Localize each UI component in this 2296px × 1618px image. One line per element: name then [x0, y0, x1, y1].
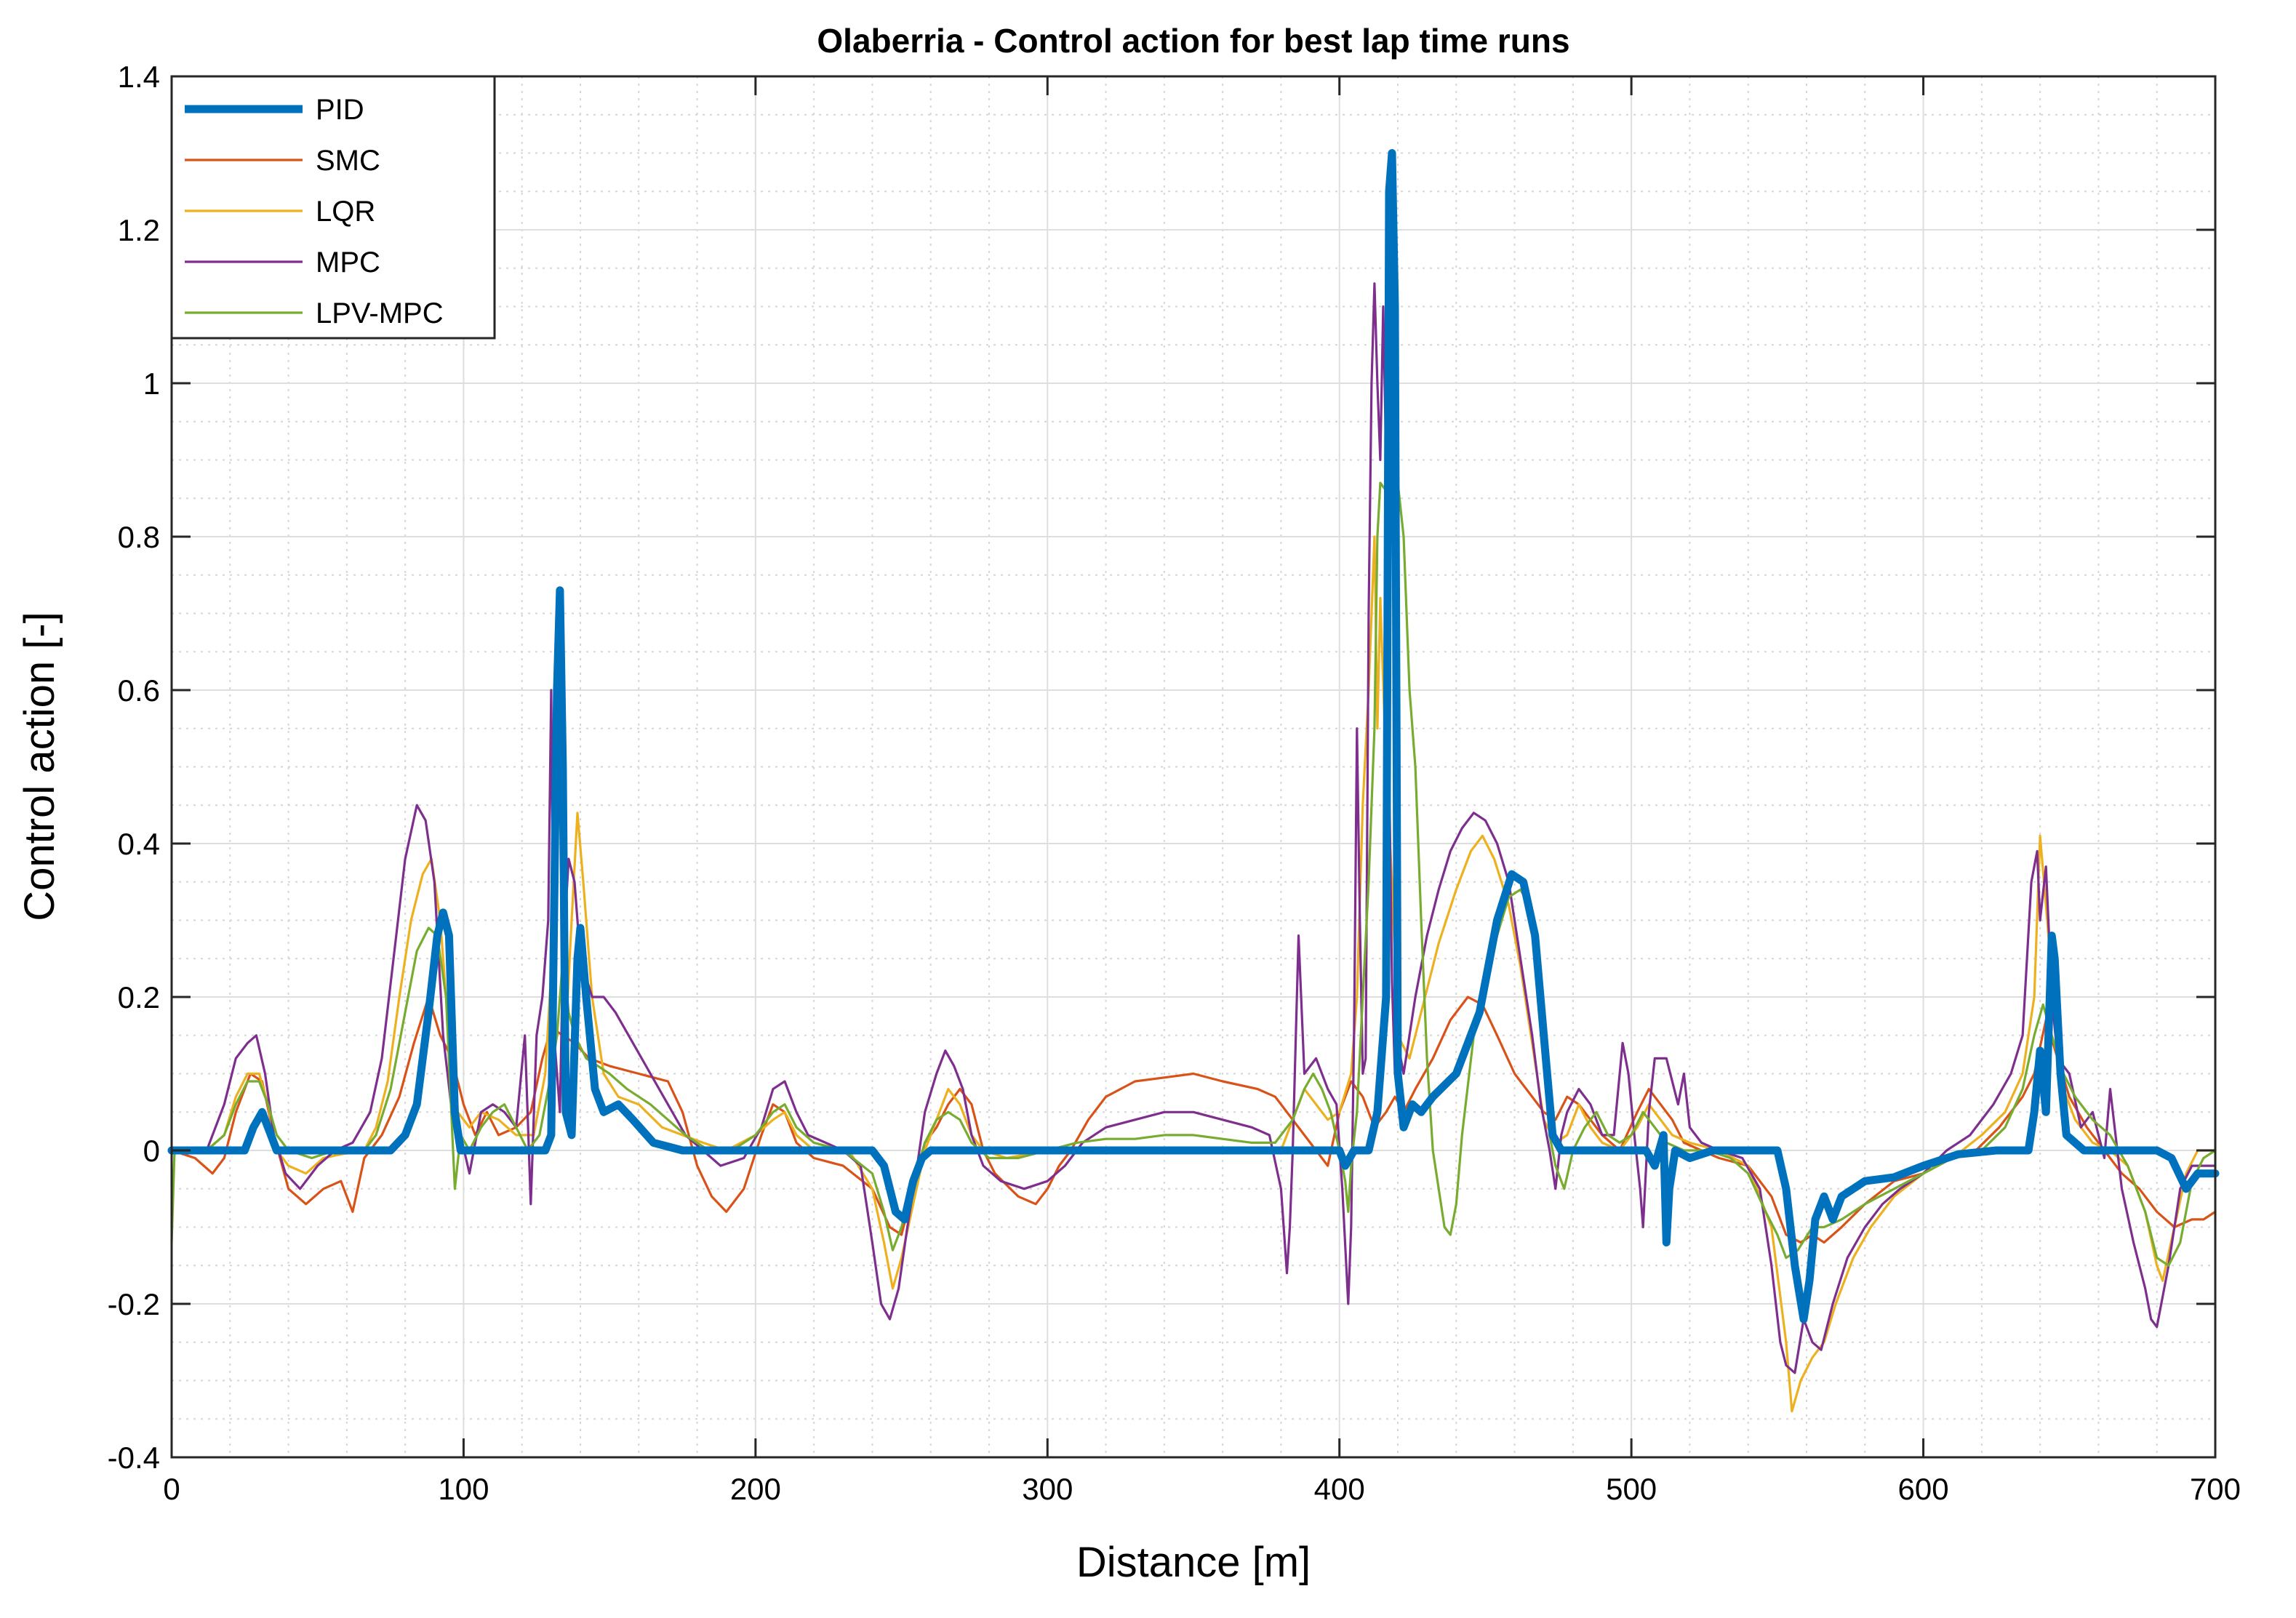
legend-label-pid: PID	[316, 94, 364, 126]
y-tick-label: 1	[143, 367, 160, 401]
y-tick-label: 0.8	[118, 520, 160, 554]
series-layer	[167, 149, 2220, 1413]
x-tick-label: 200	[730, 1472, 781, 1506]
y-tick-label: 0	[143, 1134, 160, 1168]
legend-label-lqr: LQR	[316, 196, 375, 228]
chart-title: Olaberria - Control action for best lap …	[817, 22, 1569, 60]
y-tick-label: 0.2	[118, 980, 160, 1014]
x-tick-labels: 0 100 200 300 400 500 600 700	[163, 1472, 2241, 1506]
y-tick-label: -0.4	[108, 1441, 160, 1475]
y-tick-label: 1.4	[118, 60, 160, 94]
x-tick-label: 300	[1022, 1472, 1073, 1506]
x-tick-label: 100	[438, 1472, 489, 1506]
series-line-pid	[167, 149, 2220, 1323]
legend-label-lpv-mpc: LPV-MPC	[316, 297, 444, 329]
plot-frame	[170, 75, 2217, 1459]
series-line-mpc	[170, 282, 2217, 1374]
x-tick-label: 700	[2190, 1472, 2241, 1506]
legend-label-mpc: MPC	[316, 247, 380, 279]
x-tick-label: 0	[163, 1472, 180, 1506]
y-axis-label: Control action [-]	[16, 612, 63, 921]
x-tick-label: 500	[1606, 1472, 1657, 1506]
legend-box	[170, 75, 496, 340]
series-line-lqr	[170, 535, 2217, 1413]
y-tick-labels: -0.4 -0.2 0 0.2 0.4 0.6 0.8 1 1.2 1.4	[108, 60, 160, 1475]
y-tick-label: 0.6	[118, 673, 160, 708]
legend-label-smc: SMC	[316, 145, 380, 177]
y-tick-label: -0.2	[108, 1287, 160, 1321]
y-tick-label: 0.4	[118, 827, 160, 861]
x-tick-label: 600	[1898, 1472, 1949, 1506]
legend: PID SMC LQR MPC LPV-MPC	[170, 75, 496, 340]
x-axis-label: Distance [m]	[1076, 1539, 1311, 1586]
y-tick-label: 1.2	[118, 213, 160, 247]
x-tick-label: 400	[1314, 1472, 1365, 1506]
